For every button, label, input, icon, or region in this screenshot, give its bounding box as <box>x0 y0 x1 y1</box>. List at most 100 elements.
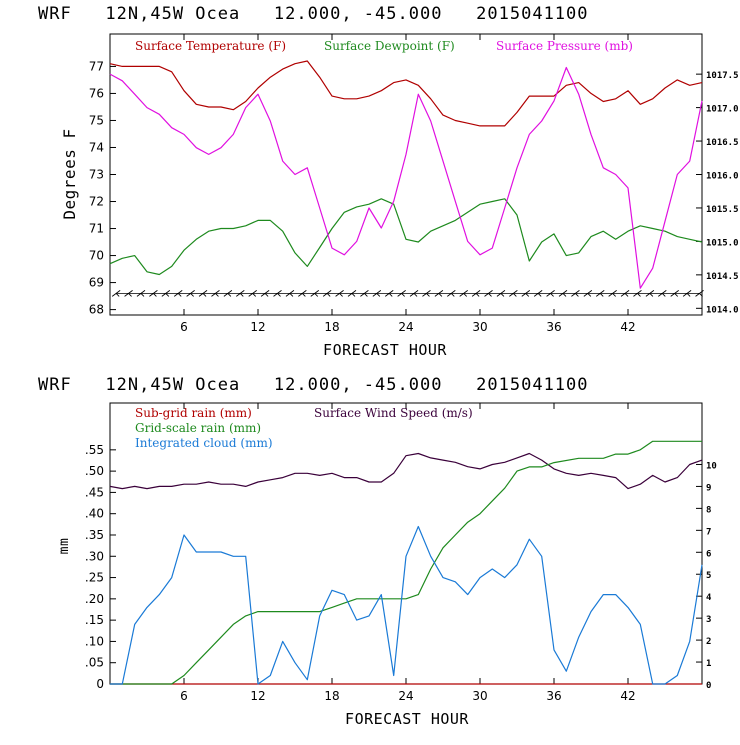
y2-tick-label: 10 <box>706 461 717 471</box>
y-tick-label: 68 <box>89 303 104 317</box>
wind-barb <box>434 290 444 297</box>
y2-tick-label: 9 <box>706 483 711 493</box>
wind-barb <box>149 290 158 297</box>
y-tick-label: .30 <box>85 549 104 563</box>
wind-barb <box>682 290 692 297</box>
wind-barb <box>558 290 568 297</box>
wind-barb <box>124 290 133 297</box>
y-tick-label: 74 <box>89 140 104 154</box>
top-x-axis-label: FORECAST HOUR <box>323 341 447 359</box>
wind-barb <box>372 290 382 297</box>
top-x-axis: 6 12 18 24 30 36 42 <box>180 34 636 334</box>
y2-tick-label: 3 <box>706 615 711 625</box>
y2-tick-label: 0 <box>706 681 711 691</box>
wind-barb <box>658 290 667 297</box>
wind-barb <box>173 290 183 297</box>
y-tick-label: 0 <box>96 677 104 691</box>
y-tick-label: 76 <box>89 86 104 100</box>
wind-barb <box>223 290 233 297</box>
wind-barb <box>211 290 220 297</box>
top-series <box>109 60 703 289</box>
top-y-axis: 68 69 70 71 72 73 74 75 76 77 <box>89 59 116 317</box>
y-tick-label: 77 <box>89 59 104 73</box>
y2-tick-label: 1015.0 <box>706 238 739 248</box>
y-tick-label: .10 <box>85 634 104 648</box>
y2-tick-label: 1017.0 <box>706 105 739 115</box>
y2-tick-label: 1017.5 <box>706 71 739 81</box>
wind-barb <box>595 290 605 297</box>
x-tick-label: 6 <box>180 689 188 703</box>
wind-barbs <box>111 290 704 297</box>
wind-barb <box>533 290 543 297</box>
x-tick-label: 24 <box>398 689 413 703</box>
x-tick-label: 24 <box>398 320 413 334</box>
wind-barb <box>335 290 344 297</box>
wind-barb <box>236 290 245 297</box>
y2-tick-label: 1016.0 <box>706 172 739 182</box>
y-tick-label: .15 <box>85 613 104 627</box>
x-tick-label: 30 <box>472 320 487 334</box>
wind-barb <box>620 290 630 297</box>
y2-tick-label: 1014.0 <box>706 305 739 315</box>
bottom-x-axis: 6 12 18 24 30 36 42 <box>180 403 636 703</box>
wind-barb <box>496 290 506 297</box>
x-tick-label: 42 <box>620 320 635 334</box>
y-tick-label: 75 <box>89 113 104 127</box>
wind-barb <box>273 290 282 297</box>
bottom-y-axis: 0 .05 .10 .15 .20 .25 .30 .35 .40 .45 .50 .55 <box>85 443 116 691</box>
y-tick-label: 70 <box>89 249 104 263</box>
wind-barb <box>633 290 642 297</box>
series-integrated-cloud-mm <box>110 525 703 685</box>
y2-tick-label: 1016.5 <box>706 138 739 148</box>
wind-barb <box>397 290 406 297</box>
y-tick-label: .45 <box>85 485 104 499</box>
y-tick-label: .40 <box>85 507 104 521</box>
wind-barb <box>136 290 146 297</box>
x-tick-label: 18 <box>324 689 339 703</box>
legend-wind-speed: Surface Wind Speed (m/s) <box>314 406 473 420</box>
y2-tick-label: 6 <box>706 549 711 559</box>
x-tick-label: 12 <box>250 320 265 334</box>
wind-barb <box>360 290 369 297</box>
bottom-x-axis-label: FORECAST HOUR <box>345 710 469 728</box>
wind-barb <box>298 290 307 297</box>
wind-barb <box>198 290 208 297</box>
wind-barb <box>285 290 295 297</box>
wind-barb <box>459 290 468 297</box>
x-tick-label: 42 <box>620 689 635 703</box>
x-tick-label: 36 <box>546 689 561 703</box>
bottom-series <box>109 440 703 685</box>
legend-gridscale-rain: Grid-scale rain (mm) <box>135 421 261 435</box>
y-tick-label: .25 <box>85 571 104 585</box>
wind-barb <box>509 290 518 297</box>
legend-dewpoint: Surface Dewpoint (F) <box>324 39 455 53</box>
y-tick-label: 72 <box>89 195 104 209</box>
x-tick-label: 6 <box>180 320 188 334</box>
wind-barb <box>447 290 456 297</box>
y-tick-label: 71 <box>89 222 104 236</box>
series-surface-dewpoint-f <box>109 198 703 276</box>
wind-barb <box>111 290 121 297</box>
top-y2-axis: 1014.0 1014.5 1015.0 1015.5 1016.0 1016.5 1017… <box>696 71 739 315</box>
y-tick-label: .35 <box>85 528 104 542</box>
wind-barb <box>186 290 195 297</box>
bottom-panel-title: WRF 12N,45W Ocea 12.000, -45.000 2015041… <box>38 375 589 395</box>
wind-barb <box>347 290 357 297</box>
y2-tick-label: 1014.5 <box>706 272 739 282</box>
wind-barb <box>608 290 617 297</box>
y2-tick-label: 8 <box>706 505 711 515</box>
series-surface-temperature-f <box>109 60 703 127</box>
legend-temperature: Surface Temperature (F) <box>135 39 286 53</box>
series-surface-pressure-mb <box>109 66 703 289</box>
wind-barb <box>322 290 332 297</box>
bottom-y-axis-label: mm <box>57 538 72 555</box>
wind-barb <box>310 290 320 297</box>
top-y-axis-label: Degrees F <box>60 128 79 219</box>
wind-barb <box>670 290 679 297</box>
wind-barb <box>471 290 481 297</box>
wind-barb <box>521 290 531 297</box>
y-tick-label: 73 <box>89 168 104 182</box>
wind-barb <box>546 290 555 297</box>
y2-tick-label: 7 <box>706 527 711 537</box>
